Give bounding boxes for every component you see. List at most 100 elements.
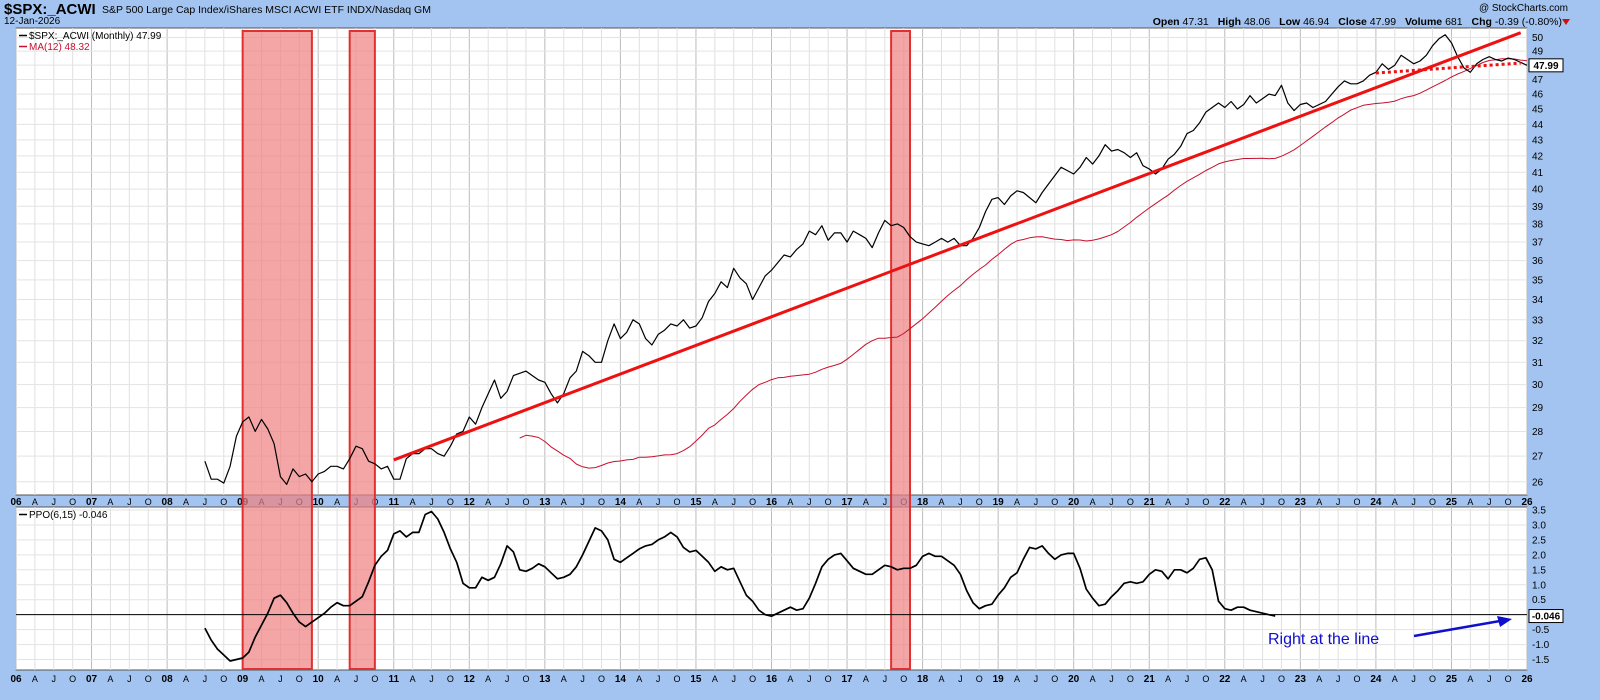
annotation-text: Right at the line bbox=[1268, 631, 1379, 648]
x-tick-label: O bbox=[598, 674, 605, 684]
annotation-arrow-icon bbox=[1497, 616, 1512, 627]
y-tick-label: 30 bbox=[1532, 380, 1544, 391]
x-tick-label: A bbox=[32, 674, 38, 684]
low-value: 46.94 bbox=[1303, 16, 1330, 28]
x-tick-label: A bbox=[107, 674, 113, 684]
volume-value: 681 bbox=[1445, 16, 1463, 28]
x-tick-label: 20 bbox=[1068, 674, 1080, 685]
x-tick-label: A bbox=[712, 497, 718, 507]
x-tick-label: 12 bbox=[464, 497, 476, 508]
x-tick-label: 10 bbox=[313, 674, 325, 685]
x-tick-label: 11 bbox=[388, 674, 399, 685]
x-tick-label: 21 bbox=[1144, 497, 1156, 508]
last-value-label: 47.99 bbox=[1533, 61, 1558, 72]
y-tick-label: 44 bbox=[1532, 120, 1544, 131]
x-tick-label: 24 bbox=[1370, 674, 1382, 685]
x-tick-label: J bbox=[1487, 674, 1492, 684]
x-tick-label: J bbox=[1487, 497, 1492, 507]
down-arrow-icon bbox=[1562, 19, 1570, 25]
x-tick-label: A bbox=[1014, 497, 1020, 507]
x-tick-label: A bbox=[1165, 497, 1171, 507]
x-tick-label: 22 bbox=[1219, 674, 1231, 685]
x-tick-label: 21 bbox=[1144, 674, 1156, 685]
y-tick-label: 28 bbox=[1532, 427, 1544, 438]
x-tick-label: A bbox=[712, 674, 718, 684]
last-value-box bbox=[1528, 609, 1564, 624]
x-tick-label: O bbox=[69, 497, 76, 507]
x-tick-label: O bbox=[69, 674, 76, 684]
x-tick-label: 09 bbox=[237, 674, 249, 685]
x-tick-label: O bbox=[900, 674, 907, 684]
legend-ppo: PPO(6,15) -0.046 bbox=[29, 510, 108, 521]
x-tick-label: O bbox=[522, 497, 529, 507]
x-tick-label: 14 bbox=[615, 674, 627, 685]
y-tick-label: -0.5 bbox=[1532, 625, 1550, 636]
x-tick-label: A bbox=[334, 674, 340, 684]
y-tick-label: 33 bbox=[1532, 315, 1544, 326]
x-tick-label: 06 bbox=[10, 497, 22, 508]
x-tick-label: J bbox=[429, 674, 434, 684]
x-tick-label: J bbox=[127, 497, 132, 507]
x-tick-label: O bbox=[1429, 674, 1436, 684]
x-tick-label: J bbox=[883, 497, 888, 507]
x-tick-label: 18 bbox=[917, 674, 929, 685]
x-tick-label: O bbox=[371, 674, 378, 684]
y-tick-label: -1.0 bbox=[1532, 640, 1550, 651]
x-tick-label: A bbox=[485, 674, 491, 684]
x-tick-label: O bbox=[1505, 674, 1512, 684]
x-tick-label: 19 bbox=[993, 674, 1005, 685]
y-tick-label: 0.5 bbox=[1532, 595, 1546, 606]
x-tick-label: 13 bbox=[539, 497, 551, 508]
x-tick-label: A bbox=[1090, 497, 1096, 507]
x-tick-label: J bbox=[1260, 674, 1265, 684]
x-tick-label: A bbox=[1241, 497, 1247, 507]
last-value-label: -0.046 bbox=[1532, 612, 1561, 623]
x-tick-label: 15 bbox=[690, 497, 702, 508]
y-tick-label: 1.0 bbox=[1532, 580, 1546, 591]
x-tick-label: O bbox=[145, 674, 152, 684]
x-tick-label: J bbox=[1336, 674, 1341, 684]
x-tick-label: 10 bbox=[313, 497, 325, 508]
y-tick-label: 35 bbox=[1532, 275, 1544, 286]
x-tick-label: O bbox=[1354, 497, 1361, 507]
x-tick-label: O bbox=[1505, 497, 1512, 507]
y-tick-label: 1.5 bbox=[1532, 565, 1546, 576]
shaded-period bbox=[241, 30, 313, 670]
x-tick-label: O bbox=[220, 674, 227, 684]
x-tick-label: A bbox=[787, 497, 793, 507]
x-tick-label: O bbox=[296, 674, 303, 684]
y-tick-label: 45 bbox=[1532, 105, 1544, 116]
x-tick-label: A bbox=[787, 674, 793, 684]
x-tick-label: A bbox=[410, 674, 416, 684]
x-tick-label: J bbox=[1185, 497, 1190, 507]
shaded-period bbox=[890, 30, 912, 670]
x-tick-label: O bbox=[749, 674, 756, 684]
low-label: Low bbox=[1279, 16, 1301, 28]
x-tick-label: A bbox=[107, 497, 113, 507]
x-tick-label: O bbox=[1127, 674, 1134, 684]
x-tick-label: 26 bbox=[1521, 497, 1533, 508]
x-tick-label: O bbox=[825, 497, 832, 507]
x-tick-label: A bbox=[561, 674, 567, 684]
y-tick-label: 26 bbox=[1532, 477, 1544, 488]
shaded-period bbox=[348, 30, 376, 670]
x-tick-label: O bbox=[145, 497, 152, 507]
x-tick-label: A bbox=[1467, 674, 1473, 684]
y-tick-label: 3.0 bbox=[1532, 520, 1546, 531]
x-tick-label: J bbox=[1034, 497, 1039, 507]
symbol-description: S&P 500 Large Cap Index/iShares MSCI ACW… bbox=[102, 4, 431, 16]
y-tick-label: 32 bbox=[1532, 336, 1544, 347]
x-tick-label: 07 bbox=[86, 497, 98, 508]
ppo-line bbox=[204, 510, 1276, 662]
x-tick-label: J bbox=[1109, 674, 1114, 684]
symbol-title: $SPX:_ACWI bbox=[4, 1, 96, 18]
x-tick-label: O bbox=[825, 674, 832, 684]
high-label: High bbox=[1217, 16, 1242, 28]
dotted-trendline bbox=[1375, 61, 1521, 75]
x-tick-label: 12 bbox=[464, 674, 476, 685]
chart-date: 12-Jan-2026 bbox=[4, 16, 61, 27]
x-tick-label: J bbox=[1034, 674, 1039, 684]
x-tick-label: J bbox=[807, 674, 812, 684]
y-tick-label: 50 bbox=[1532, 33, 1544, 44]
